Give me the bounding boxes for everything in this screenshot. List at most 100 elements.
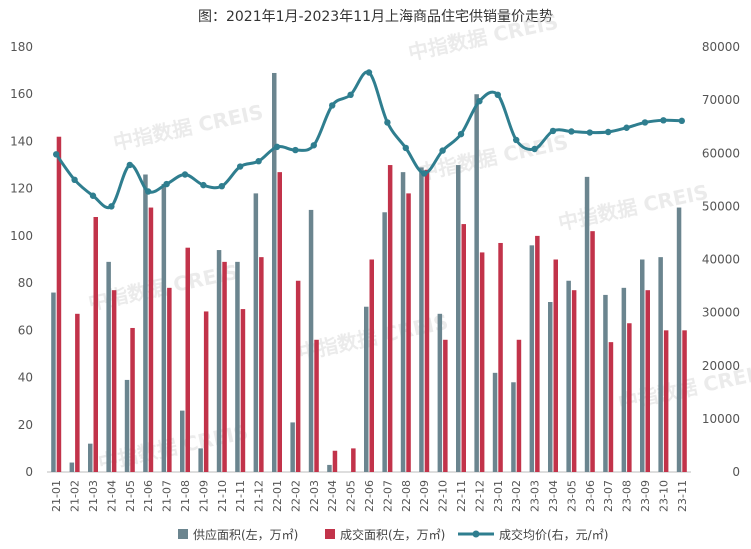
supply-bar [253,193,259,472]
supply-bar [69,462,75,472]
y-right-tick-label: 50000 [702,199,740,213]
deal-bar [332,450,338,472]
deal-bar [93,217,98,472]
x-tick-label: 22-12 [473,480,486,512]
x-tick-label: 22-10 [437,480,450,512]
supply-bar [548,302,553,472]
price-point [476,97,483,105]
y-right-tick-label: 60000 [702,146,740,160]
deal-bar [516,339,522,472]
x-tick-label: 21-03 [87,480,100,512]
price-point [329,102,336,109]
price-point [605,128,612,136]
x-tick-label: 23-03 [529,480,542,512]
legend-marker-price [472,530,480,538]
price-point [384,119,391,126]
legend-label-price: 成交均价(右，元/㎡) [499,527,608,542]
y-left-tick-label: 0 [25,465,33,479]
y-left-tick-label: 60 [18,323,33,337]
y-left-tick-label: 120 [10,182,33,196]
supply-bar [419,167,424,472]
price-point [568,128,575,135]
bars [51,72,687,473]
x-tick-label: 23-06 [584,480,597,512]
supply-bar [621,287,627,472]
x-tick-label: 22-04 [326,480,339,512]
price-point [513,136,520,144]
x-tick-label: 22-05 [345,480,358,512]
deal-bar [240,309,246,472]
y-right-tick-label: 40000 [702,253,740,267]
supply-bar [511,382,516,472]
supply-bar [308,209,314,472]
y-left-tick-label: 80 [18,276,33,290]
y-right-tick-label: 10000 [702,412,740,426]
deal-bar [387,165,393,473]
supply-bar [290,422,295,472]
supply-bar [106,261,111,472]
price-point [549,127,557,135]
supply-bar [382,212,387,472]
deal-bar [185,247,190,472]
deal-bar [314,339,319,472]
supply-bar [529,245,535,472]
y-right-tick-label: 30000 [702,306,740,320]
watermark-text: 中指数据 CREIS [406,10,560,65]
price-point [347,91,354,99]
legend-swatch-supply [178,529,188,539]
x-tick-label: 22-02 [289,480,302,512]
deal-bar [148,207,154,473]
x-tick-label: 23-05 [565,480,578,512]
deal-bar [424,169,430,472]
supply-bar [235,261,240,472]
x-tick-label: 21-01 [50,480,63,512]
x-tick-label: 23-09 [639,480,652,512]
supply-bar [216,250,222,472]
legend-label-supply: 供应面积(左，万㎡) [193,527,298,542]
price-point [457,130,465,138]
deal-bar [111,290,117,472]
price-point [641,119,649,126]
y-right-tick-label: 0 [732,465,740,479]
price-point [623,124,630,131]
price-point [163,180,170,188]
y-left-tick-label: 40 [18,371,33,385]
deal-bar [535,235,540,472]
supply-bar [124,379,130,472]
supply-bar [161,183,167,472]
price-point [273,143,281,151]
price-point [181,171,189,178]
supply-bar [51,292,56,472]
deal-bar [167,287,172,472]
deal-bar [351,448,356,472]
y-right-tick-label: 80000 [702,40,740,54]
x-tick-label: 21-02 [69,480,82,512]
supply-bar [327,464,332,472]
x-tick-label: 21-07 [161,480,174,512]
line-series [53,69,685,210]
x-tick-label: 21-09 [197,480,210,512]
supply-bar [566,280,571,472]
chart-title: 图：2021年1月-2023年11月上海商品住宅供销量价走势 [197,9,554,25]
y-left-tick-label: 100 [10,229,33,243]
supply-bar [400,172,406,472]
price-point [310,142,317,149]
price-point [421,170,428,177]
watermark-text: 中指数据 CREIS [111,100,265,155]
supply-bar [584,176,590,472]
price-point [678,117,685,125]
x-tick-label: 21-08 [179,480,192,512]
supply-bar [676,207,682,473]
deal-bar [406,193,411,472]
x-tick-label: 23-10 [657,480,670,512]
deal-bar [608,342,614,472]
price-point [237,163,244,170]
x-tick-label: 21-12 [253,480,266,512]
price-point [255,158,262,165]
deal-bar [682,330,687,472]
deal-bar [277,172,282,472]
price-point [292,146,299,154]
x-tick-label: 21-11 [234,480,247,512]
